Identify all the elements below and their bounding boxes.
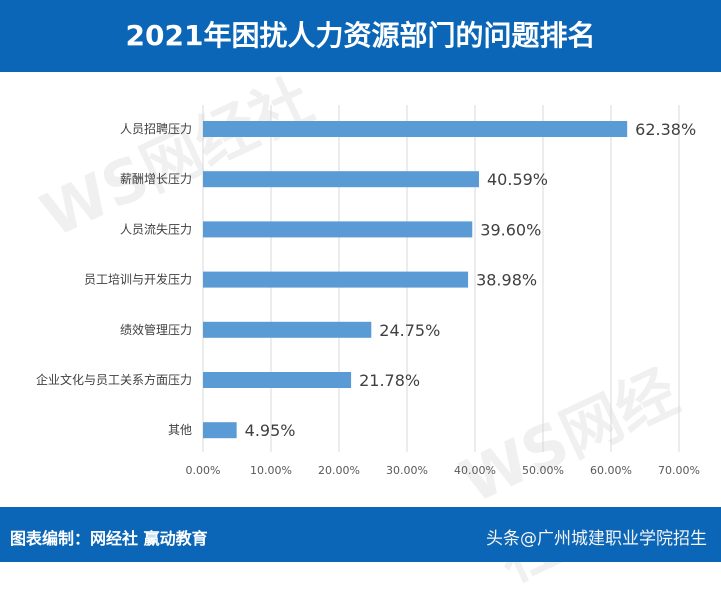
category-label: 人员流失压力 xyxy=(120,221,192,236)
data-label: 62.38% xyxy=(635,120,696,139)
category-label: 绩效管理压力 xyxy=(120,322,192,337)
data-label: 40.59% xyxy=(487,170,548,189)
x-tick-label: 20.00% xyxy=(318,464,360,477)
data-label: 4.95% xyxy=(245,421,296,440)
data-label: 38.98% xyxy=(476,271,537,290)
footer-source: 头条@广州城建职业学院招生 xyxy=(486,529,707,549)
data-label: 39.60% xyxy=(480,220,541,239)
bar xyxy=(203,121,628,137)
data-label: 21.78% xyxy=(359,371,420,390)
x-tick-label: 70.00% xyxy=(658,464,700,477)
x-tick-label: 40.00% xyxy=(454,464,496,477)
footer-credit: 图表编制：网经社 赢动教育 xyxy=(10,529,208,548)
category-label: 企业文化与员工关系方面压力 xyxy=(36,372,192,387)
chart-title: 2021年困扰人力资源部门的问题排名 xyxy=(0,0,721,72)
x-tick-label: 0.00% xyxy=(186,464,221,477)
bar xyxy=(203,221,473,238)
bar xyxy=(203,321,372,338)
x-tick-label: 50.00% xyxy=(522,464,564,477)
data-label: 24.75% xyxy=(379,321,440,340)
footer: 图表编制：网经社 赢动教育 头条@广州城建职业学院招生 xyxy=(0,507,721,562)
bar xyxy=(203,271,469,288)
category-label: 人员招聘压力 xyxy=(120,122,192,136)
bar xyxy=(203,372,352,388)
category-label: 薪酬增长压力 xyxy=(120,172,192,186)
bar-chart: 0.00% 10.00% 20.00% 30.00% 40.00% 50.00% 60.00… xyxy=(36,105,700,477)
category-label: 其他 xyxy=(168,423,192,437)
x-tick-label: 10.00% xyxy=(250,464,292,477)
x-tick-label: 60.00% xyxy=(590,464,632,477)
x-tick-label: 30.00% xyxy=(386,464,428,477)
category-label: 员工培训与开发压力 xyxy=(84,272,192,287)
bar xyxy=(203,422,237,439)
bar xyxy=(203,171,480,188)
